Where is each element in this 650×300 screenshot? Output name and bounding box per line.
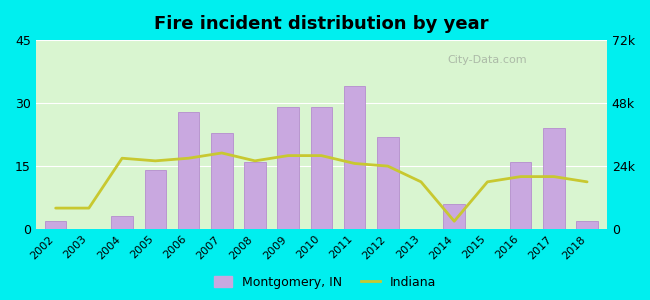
Bar xyxy=(543,128,565,229)
Bar xyxy=(510,162,532,229)
Bar xyxy=(278,107,299,229)
Bar xyxy=(111,217,133,229)
Bar xyxy=(344,86,365,229)
Bar xyxy=(211,133,233,229)
Legend: Montgomery, IN, Indiana: Montgomery, IN, Indiana xyxy=(209,271,441,294)
Bar xyxy=(577,221,598,229)
Bar xyxy=(443,204,465,229)
Bar xyxy=(377,137,398,229)
Bar xyxy=(45,221,66,229)
Bar xyxy=(244,162,266,229)
Bar xyxy=(311,107,332,229)
Text: City-Data.com: City-Data.com xyxy=(447,55,526,65)
Bar xyxy=(144,170,166,229)
Title: Fire incident distribution by year: Fire incident distribution by year xyxy=(154,15,489,33)
Bar xyxy=(177,112,200,229)
